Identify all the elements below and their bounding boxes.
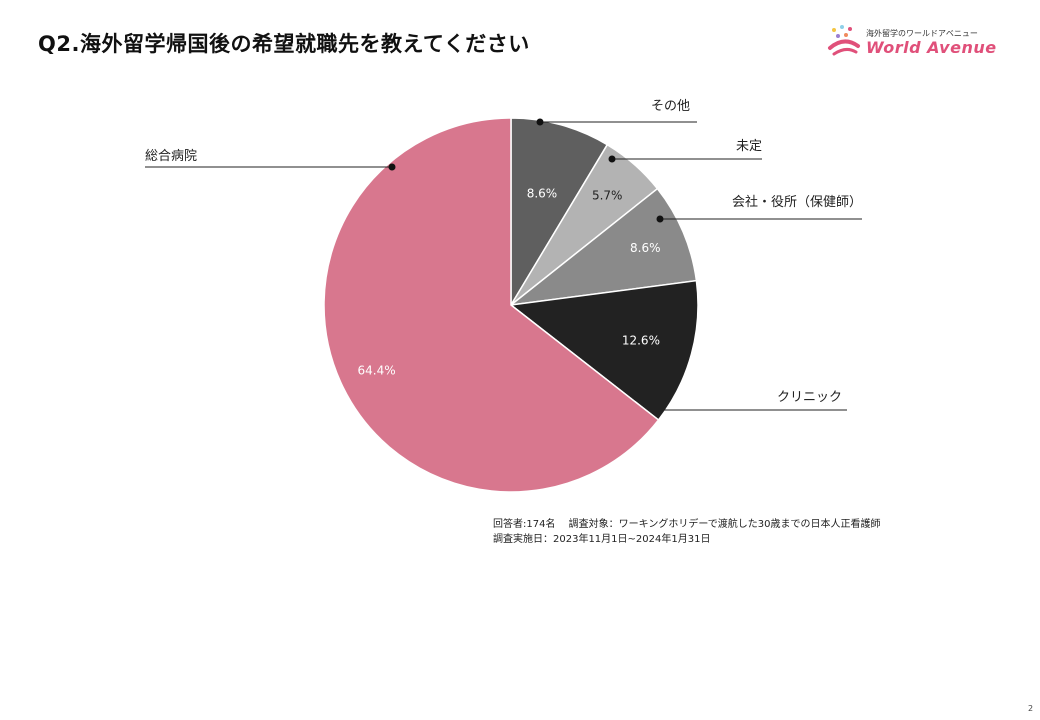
slice-percent-label: 8.6% — [630, 241, 661, 255]
pie-slice — [508, 187, 698, 307]
survey-note: 回答者:174名 調査対象：ワーキングホリデーで渡航した30歳までの日本人正看護… — [493, 517, 880, 547]
leader-dot — [608, 155, 616, 163]
survey-period: 調査実施日：2023年11月1日~2024年1月31日 — [493, 534, 711, 545]
pie-slice — [509, 279, 699, 421]
pie-slice — [323, 117, 660, 493]
pie-slice — [510, 117, 609, 308]
leader-dot — [536, 118, 544, 126]
survey-respondents: 回答者:174名 調査対象：ワーキングホリデーで渡航した30歳までの日本人正看護… — [493, 519, 881, 530]
logo-brand: World Avenue — [866, 38, 997, 57]
slice-percent-label: 8.6% — [527, 186, 558, 200]
category-label: 総合病院 — [145, 149, 197, 164]
leader-dot — [388, 163, 396, 171]
slice-percent-label: 5.7% — [592, 188, 623, 202]
slice-percent-label: 64.4% — [358, 364, 396, 378]
category-label: 未定 — [736, 139, 762, 154]
category-label: 会社・役所（保健師） — [732, 194, 862, 210]
logo-mark-icon — [828, 25, 860, 56]
page-number: 2 — [1028, 704, 1034, 713]
leader-dot — [656, 215, 664, 223]
slice-percent-label: 12.6% — [622, 333, 660, 347]
logo-tagline: 海外留学のワールドアベニュー — [866, 29, 978, 38]
category-label: クリニック — [777, 390, 842, 405]
page-title: Q2.海外留学帰国後の希望就職先を教えてください — [38, 32, 530, 56]
world-avenue-logo: 海外留学のワールドアベニュー World Avenue — [826, 22, 1006, 62]
category-label: その他 — [651, 99, 690, 114]
